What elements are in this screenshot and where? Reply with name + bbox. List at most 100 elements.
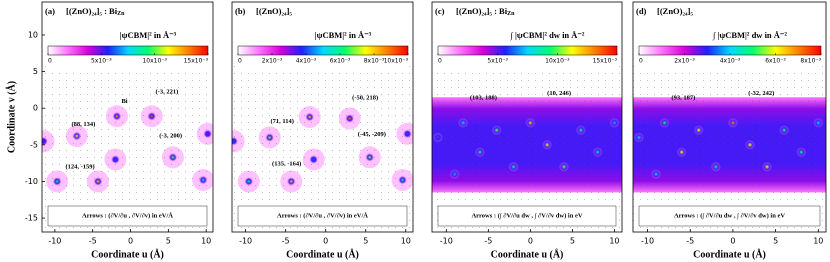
- arrows-box: [638, 205, 821, 227]
- annotation: (71, 114): [270, 118, 293, 125]
- x-tick-label: -5: [89, 237, 97, 246]
- title-main: [(ZnO)₂₄]₅ : Bi: [66, 6, 118, 16]
- panel-label: (d): [636, 6, 647, 16]
- x-tick-label: -5: [686, 237, 694, 246]
- colorbar-tick-label: 5x10⁻³: [91, 58, 112, 65]
- colorbar-tick-label: 0: [639, 58, 643, 65]
- arrows-label: Arrows : (∫ ∂V/∂u dw , ∫ ∂V/∂v dw) in eV: [674, 212, 785, 219]
- colorbar-label: |ψCBM|² in Å⁻³: [120, 30, 177, 40]
- arrows-label: Arrows : (∫ ∂V/∂u dw , ∫ ∂V/∂v dw) in eV: [471, 212, 582, 219]
- x-axis-label: Coordinate u (Å): [491, 248, 564, 260]
- colorbar-tick-label: 8x10⁻³: [364, 58, 385, 65]
- arrow-field: [232, 62, 413, 232]
- arrows-label: Arrows : (∂V/∂u , ∂V/∂v) in eV/Å: [277, 211, 368, 219]
- panel-title: [(ZnO)₂₄]₅: [657, 6, 693, 16]
- x-tick-label: -10: [48, 237, 61, 246]
- colorbar-tick-label: 2x10⁻³: [674, 58, 695, 65]
- colorbar-label: ∫ |ψCBM|² dw in Å⁻²: [510, 30, 585, 41]
- x-tick-label: 10: [401, 237, 411, 246]
- y-tick-label: -10: [25, 177, 38, 186]
- colorbar: [47, 45, 209, 56]
- title-main: [(ZnO)₂₄]₅: [256, 6, 292, 16]
- annotation: (93, 187): [671, 94, 695, 101]
- colorbar-bg: [237, 20, 409, 68]
- colorbar-tick-label: 0: [48, 58, 52, 65]
- x-tick-label: -5: [484, 237, 492, 246]
- colorbar-bg: [638, 20, 822, 68]
- x-tick-label: -5: [282, 237, 290, 246]
- axes-frame: [41, 1, 214, 233]
- colorbar-tick-label: 4x10⁻³: [296, 58, 317, 65]
- x-tick-label: 10: [201, 237, 211, 246]
- panel-title: [(ZnO)₂₄]₅: [256, 6, 292, 16]
- colorbar-tick-label: 10x10⁻³: [384, 58, 409, 65]
- x-axis-label: Coordinate u (Å): [91, 248, 164, 260]
- x-tick-label: -10: [641, 237, 654, 246]
- arrow-field: [633, 62, 826, 232]
- arrow-field: [432, 62, 622, 232]
- colorbar-tick-label: 15x10⁻³: [184, 58, 209, 65]
- arrows-label: Arrows : (∂V/∂u , ∂V/∂v) in eV/Å: [82, 211, 173, 219]
- x-tick-label: 0: [730, 237, 735, 246]
- colorbar-label: ∫ |ψCBM|² dw in Å⁻²: [712, 30, 787, 41]
- title-sub: Zn: [507, 11, 515, 17]
- panel-title: [(ZnO)₂₄]₅ : BiZn: [66, 6, 125, 17]
- colorbar-bg: [47, 20, 209, 68]
- annotation: (-50, 218): [352, 94, 378, 101]
- title-main: [(ZnO)₂₄]₅: [657, 6, 693, 16]
- x-tick-label: 10: [813, 237, 823, 246]
- x-tick-label: 0: [528, 237, 533, 246]
- x-tick-label: 10: [609, 237, 619, 246]
- x-tick-label: -10: [239, 237, 252, 246]
- colorbar-bg: [437, 20, 618, 68]
- title-main: [(ZnO)₂₄]₅ : Bi: [456, 6, 508, 16]
- colorbar-tick-label: 0: [438, 58, 442, 65]
- annotation: (103, 188): [470, 94, 497, 101]
- colorbar-tick-label: 10x10⁻³: [142, 58, 167, 65]
- arrow-field: [42, 62, 213, 232]
- y-tick-label: -15: [25, 214, 38, 223]
- x-tick-label: 5: [363, 237, 368, 246]
- colorbar-tick-label: 6x10⁻³: [765, 58, 786, 65]
- colorbar-tick-label: 2x10⁻³: [262, 58, 283, 65]
- y-tick-label: 10: [28, 30, 38, 39]
- colorbar: [237, 45, 409, 56]
- y-tick-label: 0: [33, 104, 38, 113]
- annotation: (-3, 221): [155, 89, 178, 96]
- annotation: (-45, -209): [358, 131, 386, 138]
- annotation: (135, -164): [272, 160, 301, 167]
- annotation: (-32, 242): [748, 90, 774, 97]
- colorbar-tick-label: 8x10⁻³: [800, 58, 821, 65]
- panel-title: [(ZnO)₂₄]₅ : BiZn: [456, 6, 515, 17]
- annotation: (88, 134): [72, 121, 96, 128]
- arrows-box: [47, 205, 208, 227]
- axes-frame: [231, 1, 414, 233]
- x-tick-label: 5: [570, 237, 575, 246]
- panel-label: (a): [45, 6, 55, 16]
- panel-label: (b): [235, 6, 246, 16]
- x-tick-label: 0: [128, 237, 133, 246]
- colorbar: [437, 45, 618, 56]
- x-tick-label: 5: [166, 237, 171, 246]
- x-axis-label: Coordinate u (Å): [286, 248, 359, 260]
- x-tick-label: 5: [773, 237, 778, 246]
- x-tick-label: -10: [440, 237, 453, 246]
- y-tick-label: -5: [30, 140, 38, 149]
- colorbar-tick-label: 0: [238, 58, 242, 65]
- colorbar-label: |ψCBM|² in Å⁻³: [315, 30, 372, 40]
- colorbar-tick-label: 15x10⁻³: [593, 58, 618, 65]
- axes-frame: [632, 1, 827, 233]
- y-tick-label: 5: [33, 67, 38, 76]
- x-axis-label: Coordinate u (Å): [693, 248, 766, 260]
- title-sub: Zn: [117, 11, 125, 17]
- colorbar-tick-label: 4x10⁻³: [720, 58, 741, 65]
- panel-label: (c): [435, 6, 445, 16]
- annotation: (-3, 200): [159, 133, 182, 140]
- y-axis-label: Coordinate v (Å): [5, 81, 17, 153]
- colorbar-tick-label: 6x10⁻³: [330, 58, 351, 65]
- colorbar-tick-label: 10x10⁻³: [545, 58, 570, 65]
- annotation: (124, -159): [65, 163, 94, 170]
- arrows-box: [237, 205, 408, 227]
- annotation: Bi: [121, 98, 127, 105]
